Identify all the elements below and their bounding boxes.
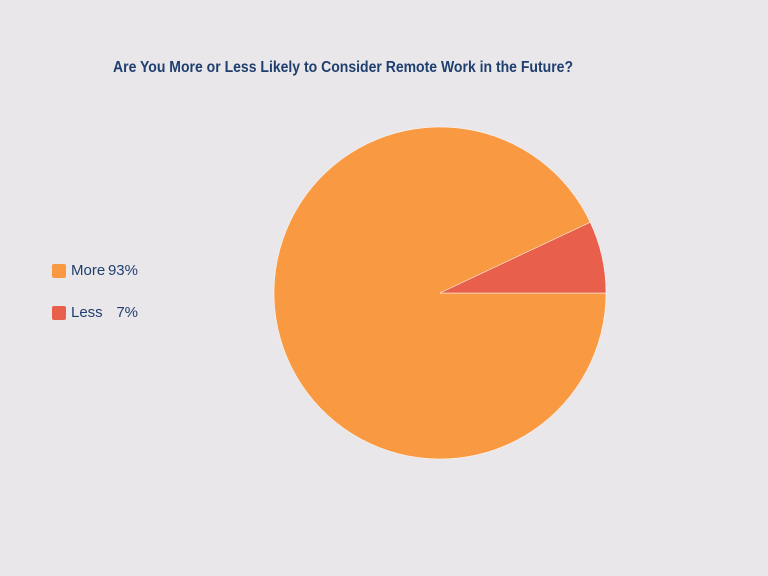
- pie-slice: [439, 221, 607, 294]
- legend-swatch: [52, 264, 66, 278]
- chart-title: Are You More or Less Likely to Consider …: [113, 59, 573, 76]
- legend-label: Less: [71, 304, 103, 321]
- legend-value: 93%: [108, 262, 138, 279]
- legend-label: More: [71, 262, 105, 279]
- legend-swatch: [52, 306, 66, 320]
- legend-value: 7%: [116, 304, 138, 321]
